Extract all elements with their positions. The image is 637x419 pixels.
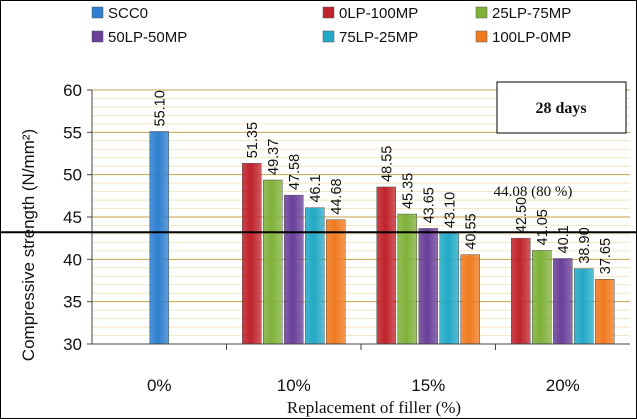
legend-swatch — [91, 6, 104, 19]
x-tick-label: 20% — [546, 376, 580, 395]
axes: 30 35 40 45 50 55 60 0% 10% 15% 20% — [63, 81, 630, 395]
legend-label: 50LP-50MP — [108, 29, 187, 46]
legend-label: 100LP-0MP — [492, 29, 571, 46]
bar-0lp-100mp-20pct — [511, 237, 531, 345]
data-label: 48.55 — [379, 146, 395, 182]
bar-25lp-75mp-20pct — [532, 250, 552, 345]
y-tick-label: 50 — [63, 166, 82, 185]
data-label: 42.50 — [514, 197, 530, 233]
data-label: 41.05 — [535, 209, 551, 245]
data-label: 40.1 — [556, 225, 572, 253]
bar-25lp-75mp-15pct — [397, 213, 417, 345]
bar-50lp-50mp-15pct — [418, 228, 438, 345]
data-label: 44.68 — [329, 178, 345, 214]
legend-swatch — [475, 6, 488, 19]
bar-scc0-0pct — [149, 131, 169, 345]
bar-75lp-25mp-20pct — [574, 268, 594, 345]
reference-line-group: 44.08 (80 %) — [0, 184, 637, 234]
y-tick-label: 35 — [63, 293, 82, 312]
data-label: 55.10 — [152, 90, 168, 126]
data-label: 49.37 — [266, 139, 282, 175]
data-label: 46.1 — [308, 174, 324, 202]
data-label: 43.10 — [442, 192, 458, 228]
data-label: 51.35 — [245, 122, 261, 158]
x-tick-label: 10% — [277, 376, 311, 395]
bar-75lp-25mp-10pct — [305, 207, 325, 345]
data-label: 37.65 — [598, 238, 614, 274]
data-label: 38.90 — [577, 227, 593, 263]
bar-0lp-100mp-15pct — [376, 186, 396, 345]
bar-100lp-0mp-15pct — [460, 254, 480, 345]
bar-100lp-0mp-20pct — [595, 278, 615, 345]
bar-75lp-25mp-15pct — [439, 232, 459, 345]
y-tick-label: 45 — [63, 208, 82, 227]
x-axis-label: Replacement of filler (%) — [287, 398, 461, 417]
y-tick-label: 40 — [63, 250, 82, 269]
legend-swatch — [475, 30, 488, 43]
data-labels: 55.10 51.35 49.37 47.58 46.1 44.68 48.55 45.35 4… — [152, 90, 614, 274]
reference-line-label: 44.08 (80 %) — [494, 184, 573, 200]
data-label: 47.58 — [287, 154, 303, 190]
legend-swatch — [322, 30, 335, 43]
legend-label: 75LP-25MP — [339, 29, 418, 46]
x-tick-label: 15% — [411, 376, 445, 395]
data-label: 43.65 — [421, 187, 437, 223]
bar-50lp-50mp-10pct — [284, 194, 304, 345]
legend-label: SCC0 — [108, 5, 148, 22]
legend-swatch — [322, 6, 335, 19]
legend-label: 25LP-75MP — [492, 5, 571, 22]
bar-25lp-75mp-10pct — [263, 179, 283, 345]
x-tick-label: 0% — [147, 376, 172, 395]
bar-100lp-0mp-10pct — [326, 219, 346, 345]
bar-0lp-100mp-10pct — [242, 162, 262, 345]
legend: SCC0 0LP-100MP 25LP-75MP 50LP-50MP 75LP-25MP… — [91, 5, 571, 46]
y-tick-label: 30 — [63, 335, 82, 354]
legend-label: 0LP-100MP — [339, 5, 418, 22]
bar-50lp-50mp-20pct — [553, 258, 573, 345]
annotation-text: 28 days — [535, 100, 586, 117]
data-label: 45.35 — [400, 173, 416, 209]
y-axis-label: Compressive strength (N/mm²) — [19, 129, 38, 361]
y-tick-label: 60 — [63, 81, 82, 100]
legend-swatch — [91, 30, 104, 43]
y-tick-label: 55 — [63, 123, 82, 142]
annotation-frame — [496, 81, 627, 134]
annotation-box: 28 days — [496, 81, 627, 134]
